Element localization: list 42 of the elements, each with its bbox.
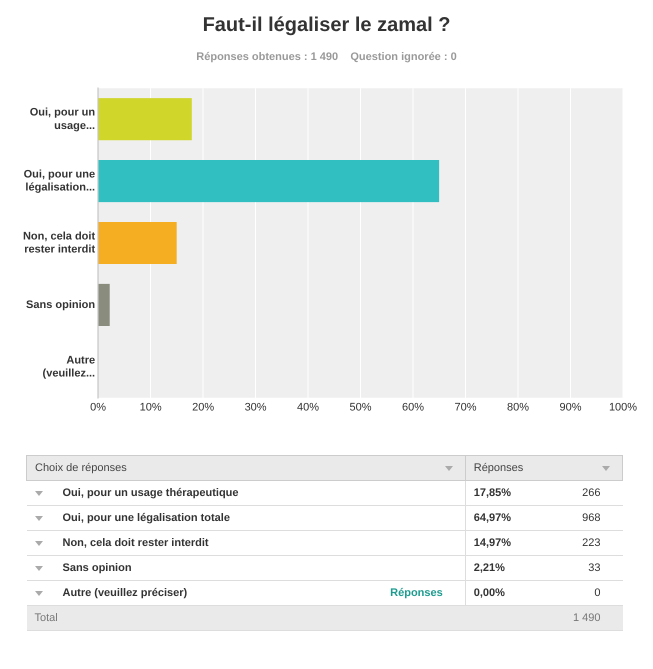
y-tick-label: Oui, pour un usage... xyxy=(30,106,96,132)
y-tick-label: Autre (veuillez... xyxy=(42,354,96,380)
category-label: Autre (veuillez préciser) xyxy=(62,587,188,599)
y-tick-label: Oui, pour une légalisation... xyxy=(24,168,96,194)
category-label: Non, cela doit rester interdit xyxy=(62,537,209,549)
x-tick-label: 100% xyxy=(608,401,638,414)
x-tick-label: 0% xyxy=(90,401,106,414)
text: 0,00% xyxy=(474,587,505,599)
x-tick-label: 70% xyxy=(454,401,477,414)
x-tick-label: 90% xyxy=(559,401,582,414)
category-label: Oui, pour un usage thérapeutique xyxy=(62,487,239,499)
y-tick-label: Non, cela doit rester interdit xyxy=(22,230,96,256)
text: 1 490 xyxy=(562,606,622,630)
text: 223 xyxy=(562,530,622,556)
text: 0 xyxy=(562,580,622,606)
text: 64,97% xyxy=(474,512,512,524)
text: 968 xyxy=(562,506,622,530)
text: 33 xyxy=(562,556,622,580)
bar xyxy=(98,222,177,264)
bar xyxy=(98,98,192,140)
chart-title: Faut-il légaliser le zamal ? xyxy=(202,14,452,37)
x-tick-label: 10% xyxy=(140,401,162,414)
text: 266 xyxy=(562,480,622,506)
text: 2,21% xyxy=(474,562,505,574)
x-tick-label: 40% xyxy=(297,401,320,414)
x-tick-label: 80% xyxy=(507,401,530,414)
x-tick-label: 50% xyxy=(350,401,372,414)
category-label: Oui, pour une légalisation totale xyxy=(62,512,230,524)
x-tick-label: 60% xyxy=(402,401,424,414)
x-tick-label: 30% xyxy=(244,401,267,414)
text: 14,97% xyxy=(474,537,512,549)
text: Réponses xyxy=(390,587,443,599)
text: Réponses xyxy=(465,456,622,480)
y-tick-label: Sans opinion xyxy=(26,298,96,311)
x-tick-label: 20% xyxy=(192,401,214,414)
chart-subtitle: Réponses obtenues : 1 490 Question ignorée : 0 xyxy=(195,51,458,63)
text: 17,85% xyxy=(474,487,512,499)
text: Total xyxy=(26,606,562,630)
text: Choix de réponses xyxy=(26,456,466,480)
bar xyxy=(98,284,110,326)
category-label: Sans opinion xyxy=(62,562,132,574)
bar xyxy=(98,160,440,202)
